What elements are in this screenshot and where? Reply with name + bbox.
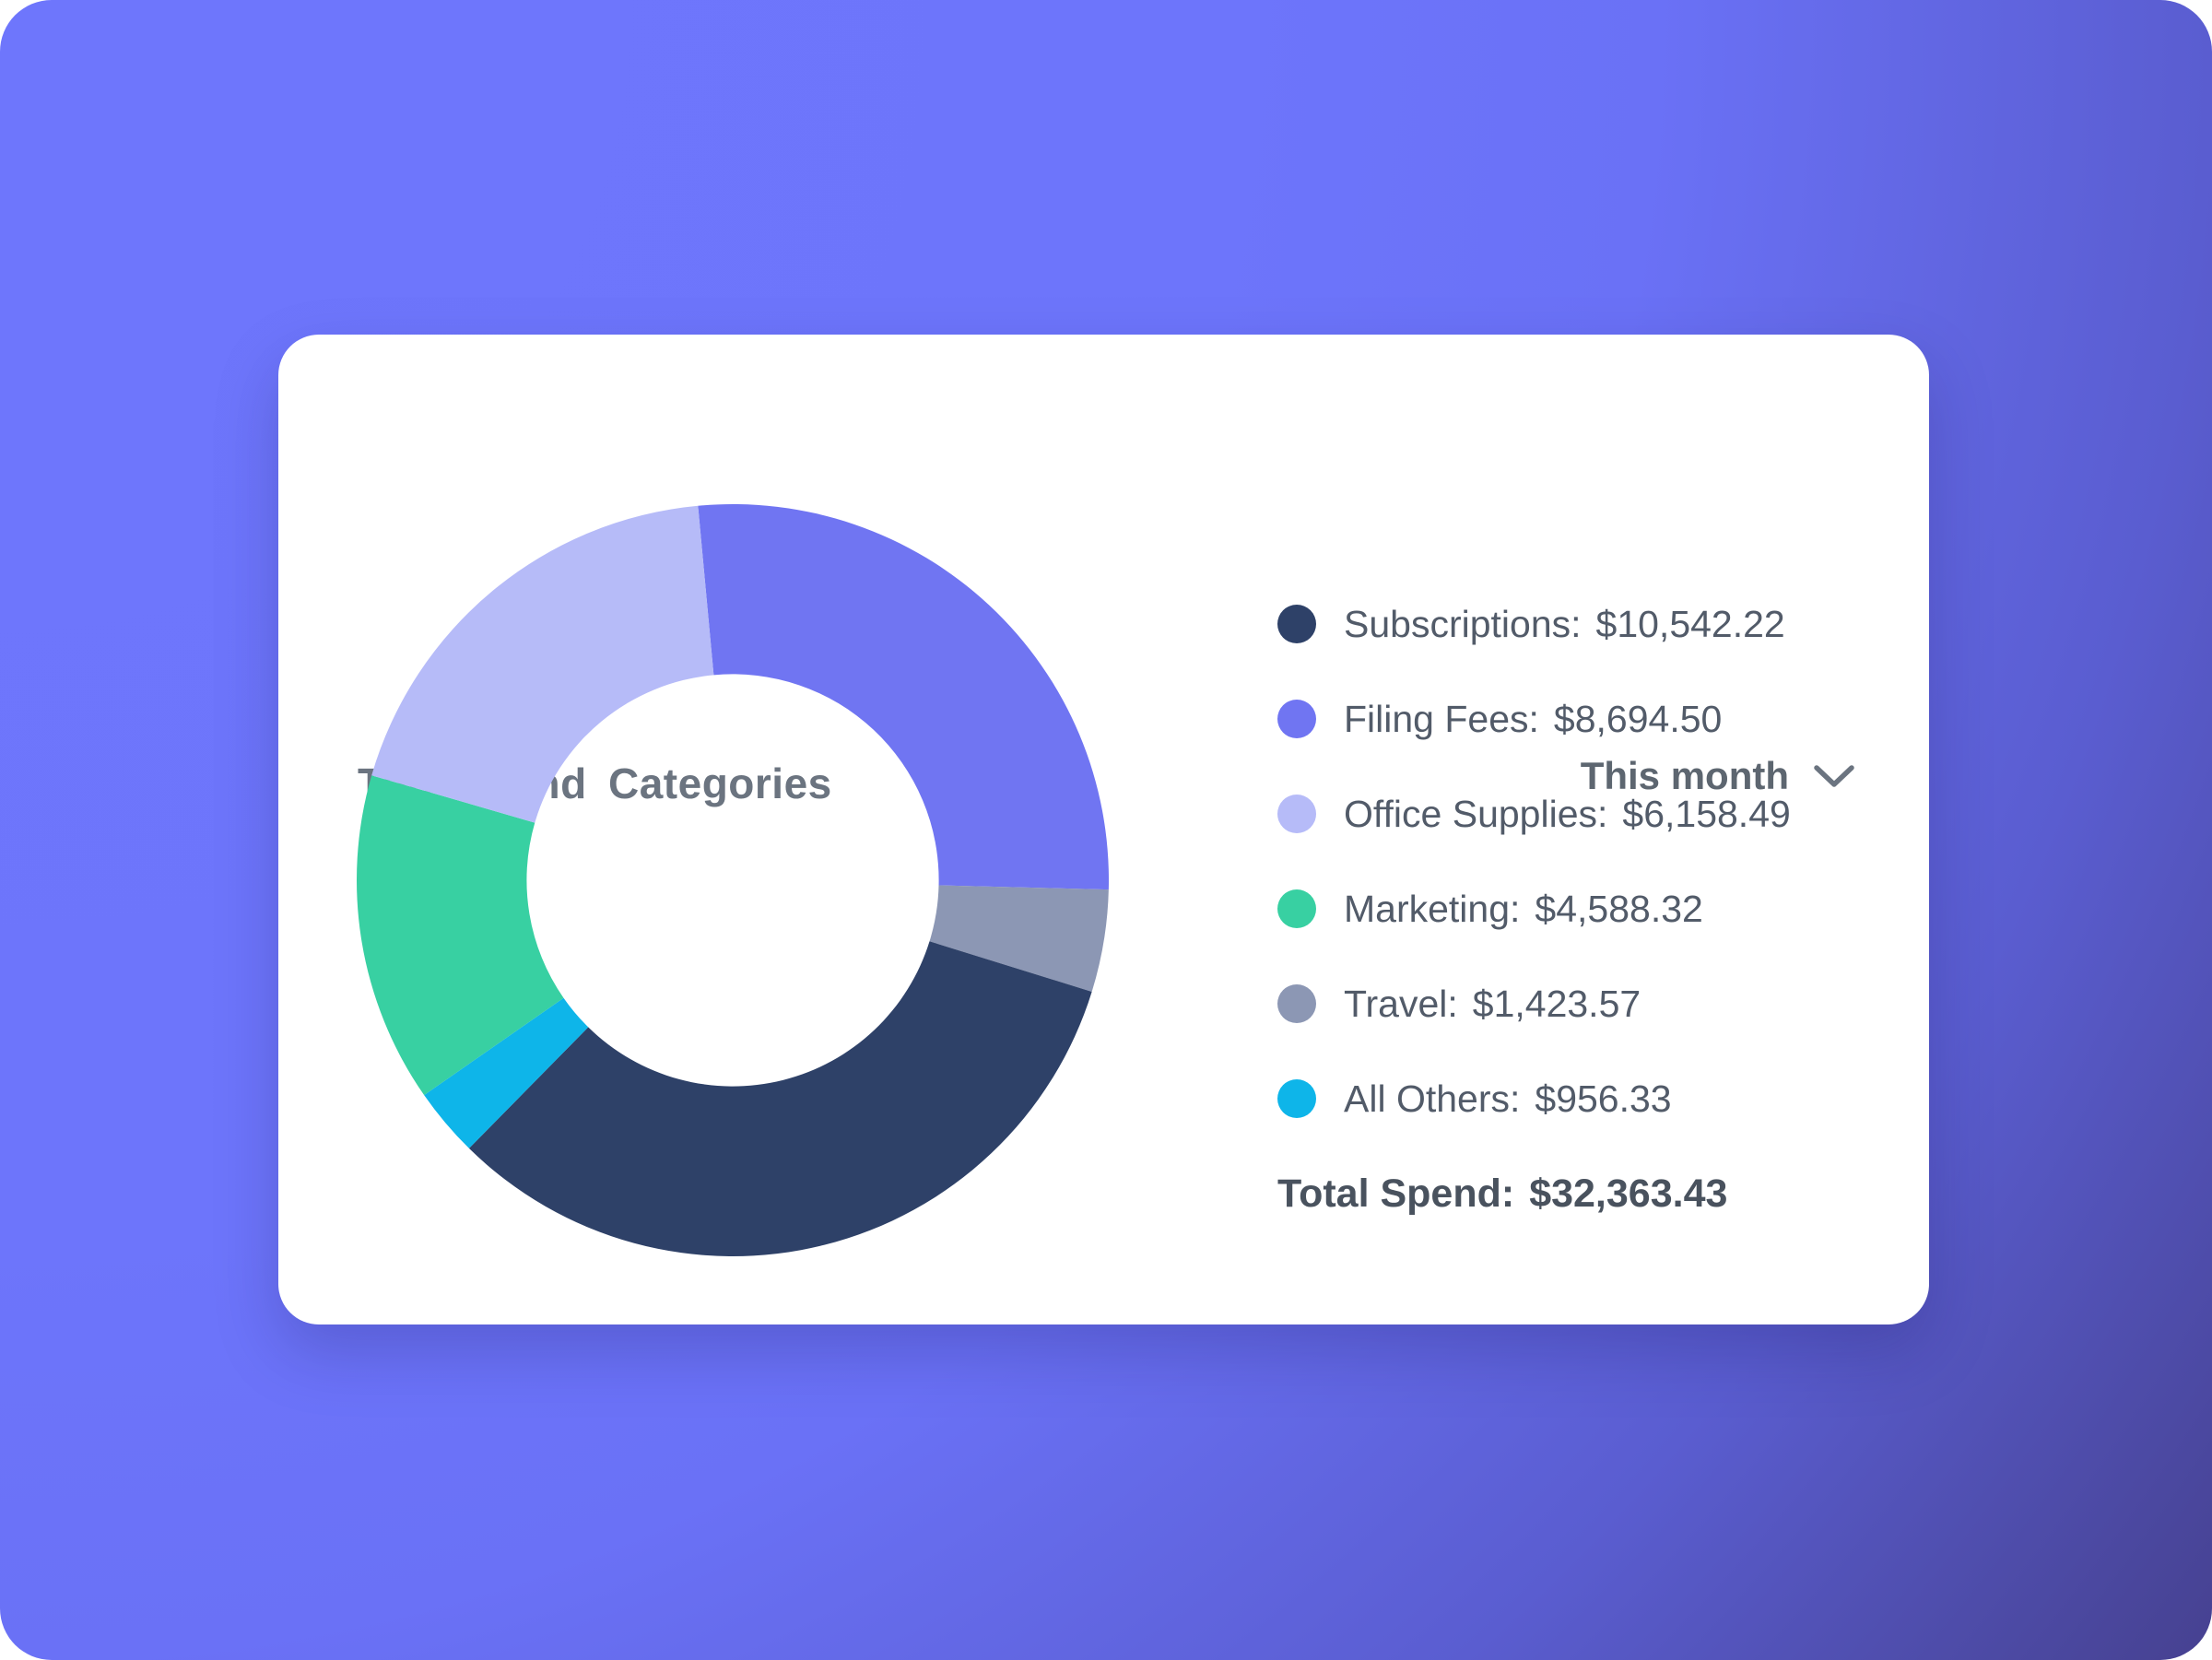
period-selector-label: This month xyxy=(1580,754,1789,797)
legend-item-all-others: All Others: $956.33 xyxy=(1277,1070,1791,1127)
legend-value: $4,588.32 xyxy=(1535,887,1703,930)
legend-item-filing-fees: Filing Fees: $8,694.50 xyxy=(1277,690,1791,748)
legend-item-office-supplies: Office Supplies: $6,158.49 xyxy=(1277,785,1791,842)
legend-label: Subscriptions: xyxy=(1344,602,1582,645)
period-selector-dropdown[interactable]: This month xyxy=(1581,754,1855,798)
chart-legend: Subscriptions: $10,542.22 Filing Fees: $… xyxy=(1277,595,1791,1222)
donut-chart xyxy=(357,503,1110,1257)
donut-segment-marketing xyxy=(357,775,564,1096)
legend-value: $6,158.49 xyxy=(1622,792,1791,835)
legend-label: Filing Fees: xyxy=(1344,697,1539,740)
legend-label: Office Supplies: xyxy=(1344,792,1608,835)
donut-segment-office-supplies xyxy=(371,505,714,823)
donut-segment-subscriptions xyxy=(468,941,1092,1257)
travel-dot-icon xyxy=(1277,984,1316,1023)
subscriptions-dot-icon xyxy=(1277,605,1316,643)
total-spend-row: Total Spend: $32,363.43 xyxy=(1277,1165,1791,1222)
legend-item-travel: Travel: $1,423.57 xyxy=(1277,975,1791,1032)
total-spend-value: $32,363.43 xyxy=(1529,1171,1728,1216)
chevron-down-icon xyxy=(1813,763,1855,789)
total-spend-label: Total Spend: xyxy=(1277,1171,1515,1216)
legend-label: All Others: xyxy=(1344,1077,1521,1120)
legend-label: Marketing: xyxy=(1344,887,1521,930)
donut-segment-filing-fees xyxy=(698,503,1110,890)
legend-value: $8,694.50 xyxy=(1553,697,1723,740)
legend-item-subscriptions: Subscriptions: $10,542.22 xyxy=(1277,595,1791,653)
legend-value: $10,542.22 xyxy=(1595,602,1785,645)
legend-label: Travel: xyxy=(1344,982,1458,1025)
filing-fees-dot-icon xyxy=(1277,700,1316,738)
donut-segment-travel xyxy=(929,885,1109,992)
legend-value: $1,423.57 xyxy=(1472,982,1641,1025)
marketing-dot-icon xyxy=(1277,889,1316,928)
legend-item-marketing: Marketing: $4,588.32 xyxy=(1277,880,1791,937)
top-spend-card: Top Spend Categories This month Subscrip… xyxy=(278,335,1929,1324)
legend-value: $956.33 xyxy=(1535,1077,1672,1120)
all-others-dot-icon xyxy=(1277,1079,1316,1118)
office-supplies-dot-icon xyxy=(1277,795,1316,833)
donut-segment-all-others xyxy=(424,997,589,1148)
